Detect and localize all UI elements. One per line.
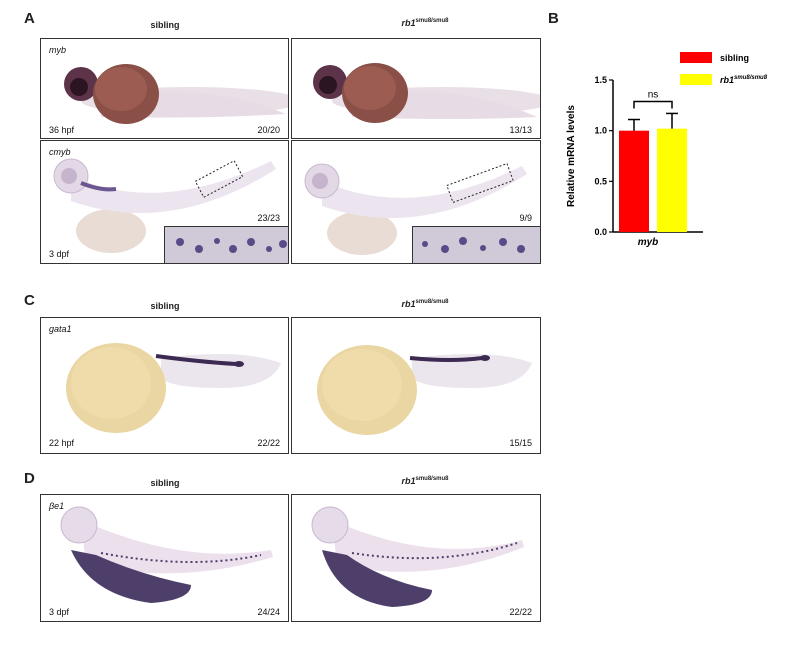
gene-label: βe1 (49, 501, 65, 511)
plot-area: 0.0 0.5 1.0 1.5 ns (594, 75, 703, 237)
image-panel-myb-sibling: myb 36 hpf 20/20 (40, 38, 289, 139)
count-label: 23/23 (257, 213, 280, 223)
count-label: 24/24 (257, 607, 280, 617)
bar-1 (657, 128, 687, 232)
significance-bracket (633, 100, 673, 109)
stage-label: 3 dpf (49, 607, 70, 617)
panel-label-b: B (548, 10, 559, 27)
image-panel-gata1-mutant: 15/15 (291, 317, 541, 454)
col-title-sibling-c: sibling (150, 301, 180, 311)
embryo-image (313, 63, 540, 123)
inset-image (176, 238, 287, 253)
image-panel-be1-mutant: 22/22 (291, 494, 541, 622)
panel-label-d: D (24, 470, 35, 487)
count-label: 15/15 (509, 438, 532, 448)
bar-0 (619, 130, 649, 232)
image-panel-gata1-sibling: gata1 22 hpf 22/22 (40, 317, 289, 454)
stage-label: 3 dpf (49, 249, 70, 259)
y-tick-label: 0.0 (594, 227, 607, 237)
legend-label-1: rb1smu8/smu8 (720, 75, 768, 85)
stage-label: 22 hpf (49, 438, 75, 448)
image-panel-be1-sibling: βe1 3 dpf 24/24 (40, 494, 289, 622)
col-title-sibling-a: sibling (150, 20, 180, 30)
count-label: 9/9 (519, 213, 532, 223)
legend-swatch-1 (680, 74, 712, 85)
stage-label: 36 hpf (49, 125, 75, 135)
y-tick-label: 1.0 (594, 126, 607, 136)
y-tick-label: 0.5 (594, 176, 607, 186)
legend-label-0: sibling (720, 53, 749, 63)
y-tick-label: 1.5 (594, 75, 607, 85)
gene-label: myb (49, 45, 67, 55)
y-axis-label: Relative mRNA levels (566, 105, 577, 207)
bar-chart: Relative mRNA levels 0.00.51.01.5ns myb … (566, 52, 768, 248)
col-title-mutant-c: rb1smu8/smu8 (401, 299, 449, 309)
gene-label: cmyb (49, 147, 71, 157)
col-title-mutant-a: rb1smu8/smu8 (401, 18, 449, 28)
count-label: 22/22 (509, 607, 532, 617)
embryo-image (53, 158, 276, 253)
inset-image (422, 237, 525, 253)
inset-magnified-region (164, 226, 288, 263)
col-title-sibling-d: sibling (150, 478, 180, 488)
image-panel-myb-mutant: 13/13 (291, 38, 541, 139)
embryo-image (60, 506, 273, 603)
count-label: 13/13 (509, 125, 532, 135)
image-panel-cmyb-sibling: cmyb 3 dpf 23/23 (40, 140, 289, 264)
legend: sibling rb1smu8/smu8 (680, 52, 768, 85)
embryo-image (66, 343, 281, 433)
count-label: 22/22 (257, 438, 280, 448)
inset-magnified-region (412, 226, 540, 263)
gene-label: gata1 (49, 324, 72, 334)
image-panel-cmyb-mutant: 9/9 (291, 140, 541, 264)
panel-label-a: A (24, 10, 35, 27)
embryo-image (311, 506, 524, 607)
x-axis-label: myb (638, 237, 659, 248)
col-title-mutant-d: rb1smu8/smu8 (401, 476, 449, 486)
embryo-image (317, 345, 532, 435)
legend-swatch-0 (680, 52, 712, 63)
embryo-image (304, 162, 527, 255)
significance-label: ns (648, 89, 659, 100)
count-label: 20/20 (257, 125, 280, 135)
panel-label-c: C (24, 292, 35, 309)
embryo-image (64, 64, 288, 124)
